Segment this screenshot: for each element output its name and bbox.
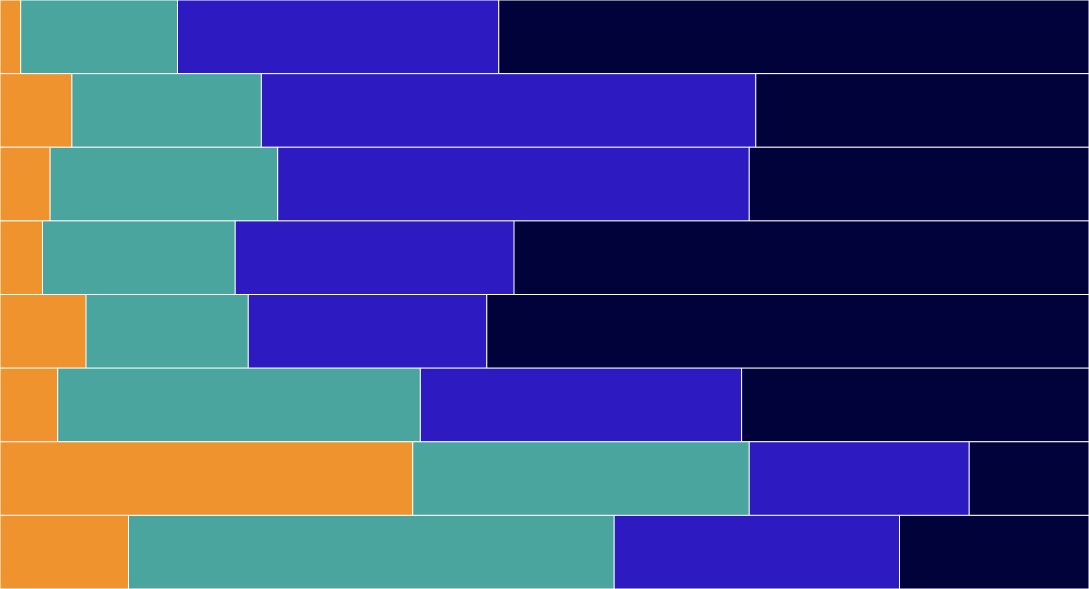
bar-segment bbox=[513, 220, 1089, 295]
bar-segment bbox=[899, 514, 1089, 589]
bar-segment bbox=[412, 441, 750, 516]
bar-segment bbox=[71, 73, 262, 148]
bar-segment bbox=[968, 441, 1089, 516]
bar-segment bbox=[277, 146, 750, 222]
bar-segment bbox=[0, 146, 51, 222]
bar-segment bbox=[57, 367, 421, 443]
bar-segment bbox=[128, 514, 615, 589]
bar-segment bbox=[419, 367, 743, 443]
bar-segment bbox=[0, 367, 59, 443]
bar-segment bbox=[0, 73, 73, 148]
bar-segment bbox=[755, 73, 1089, 148]
bar-segment bbox=[613, 514, 901, 589]
bar-segment bbox=[234, 220, 515, 295]
bar-segment bbox=[0, 514, 130, 589]
bar-segment bbox=[0, 441, 414, 516]
bar-segment bbox=[49, 146, 279, 222]
bar-segment bbox=[260, 73, 757, 148]
bar-segment bbox=[0, 0, 22, 75]
bar-segment bbox=[247, 294, 488, 369]
bar-segment bbox=[0, 294, 87, 369]
bar-segment bbox=[41, 220, 236, 295]
bar-segment bbox=[177, 0, 500, 75]
bar-segment bbox=[20, 0, 179, 75]
bar-segment bbox=[748, 441, 970, 516]
bar-segment bbox=[0, 220, 43, 295]
bar-segment bbox=[486, 294, 1089, 369]
bar-segment bbox=[741, 367, 1089, 443]
bar-segment bbox=[85, 294, 249, 369]
bar-segment bbox=[748, 146, 1089, 222]
bar-segment bbox=[498, 0, 1089, 75]
